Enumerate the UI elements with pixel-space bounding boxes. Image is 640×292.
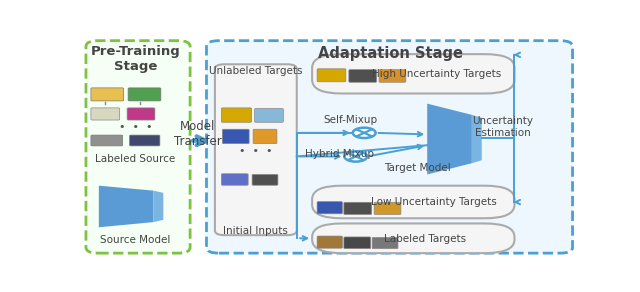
Text: Hybrid Mixup: Hybrid Mixup bbox=[305, 149, 374, 159]
FancyBboxPatch shape bbox=[344, 237, 371, 249]
FancyBboxPatch shape bbox=[215, 64, 297, 235]
FancyBboxPatch shape bbox=[221, 174, 248, 185]
FancyBboxPatch shape bbox=[317, 236, 342, 248]
FancyBboxPatch shape bbox=[91, 88, 124, 101]
FancyBboxPatch shape bbox=[207, 41, 573, 253]
FancyBboxPatch shape bbox=[312, 223, 515, 253]
FancyBboxPatch shape bbox=[344, 202, 372, 214]
FancyBboxPatch shape bbox=[372, 237, 398, 249]
Text: Labeled Source: Labeled Source bbox=[95, 154, 175, 164]
FancyBboxPatch shape bbox=[91, 108, 120, 120]
FancyBboxPatch shape bbox=[253, 129, 277, 144]
FancyBboxPatch shape bbox=[86, 41, 190, 253]
FancyBboxPatch shape bbox=[379, 70, 406, 82]
Text: High Uncertainty Targets: High Uncertainty Targets bbox=[371, 69, 500, 79]
FancyBboxPatch shape bbox=[222, 129, 249, 144]
FancyBboxPatch shape bbox=[312, 54, 515, 93]
FancyBboxPatch shape bbox=[127, 108, 155, 120]
FancyBboxPatch shape bbox=[129, 135, 160, 146]
Text: Self-Mixup: Self-Mixup bbox=[323, 115, 378, 126]
FancyBboxPatch shape bbox=[252, 174, 278, 185]
FancyBboxPatch shape bbox=[91, 135, 123, 146]
Polygon shape bbox=[428, 104, 472, 174]
Text: Initial Inputs: Initial Inputs bbox=[223, 226, 288, 236]
Text: •  •  •: • • • bbox=[239, 146, 273, 156]
FancyBboxPatch shape bbox=[374, 202, 401, 214]
Text: Target Model: Target Model bbox=[384, 163, 451, 173]
Text: Source Model: Source Model bbox=[100, 235, 171, 245]
Polygon shape bbox=[472, 115, 482, 163]
Text: Uncertainty
Estimation: Uncertainty Estimation bbox=[472, 117, 534, 138]
Polygon shape bbox=[154, 191, 163, 222]
FancyBboxPatch shape bbox=[317, 202, 342, 214]
FancyBboxPatch shape bbox=[221, 108, 252, 122]
Text: Low Uncertainty Targets: Low Uncertainty Targets bbox=[371, 197, 497, 207]
Text: •  •  •: • • • bbox=[119, 122, 152, 132]
Text: Model
Transfer: Model Transfer bbox=[173, 120, 221, 148]
Text: Adaptation Stage: Adaptation Stage bbox=[317, 46, 463, 60]
Polygon shape bbox=[99, 186, 154, 227]
FancyBboxPatch shape bbox=[312, 186, 515, 218]
Text: Pre-Training
Stage: Pre-Training Stage bbox=[91, 45, 180, 73]
Text: Labeled Targets: Labeled Targets bbox=[383, 234, 466, 244]
FancyBboxPatch shape bbox=[128, 88, 161, 101]
FancyBboxPatch shape bbox=[349, 70, 376, 82]
Circle shape bbox=[344, 151, 367, 162]
Text: Unlabeled Targets: Unlabeled Targets bbox=[209, 66, 302, 76]
Circle shape bbox=[353, 128, 376, 138]
FancyBboxPatch shape bbox=[255, 109, 284, 122]
FancyBboxPatch shape bbox=[317, 69, 346, 82]
